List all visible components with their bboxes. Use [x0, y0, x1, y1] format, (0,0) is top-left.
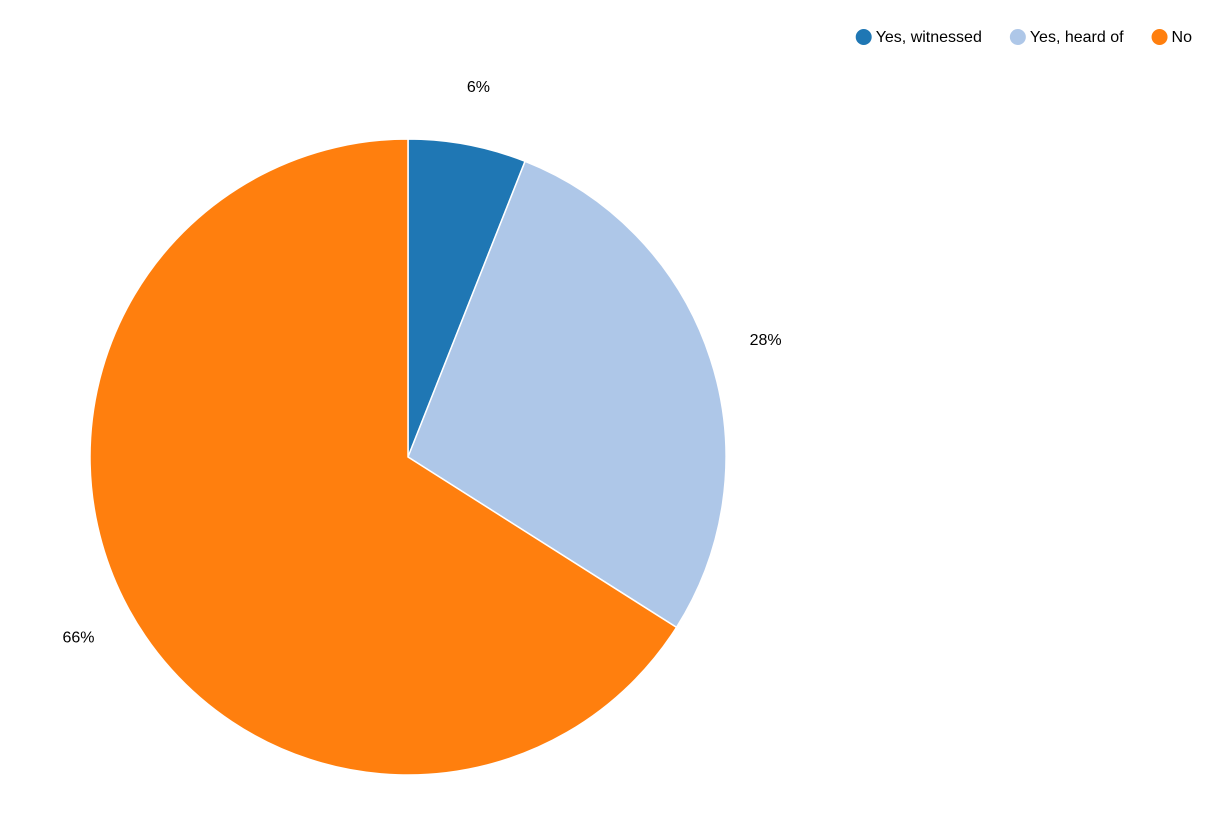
pie-slice [89, 138, 678, 776]
legend-label: No [1172, 29, 1193, 46]
pie-slice [407, 160, 727, 629]
legend-marker [1009, 29, 1026, 45]
legend-label: Yes, heard of [1030, 29, 1124, 46]
slice-label: 28% [750, 332, 782, 349]
slice-label: 66% [62, 629, 94, 646]
legend-marker [1151, 29, 1168, 45]
legend-marker [855, 29, 872, 45]
slice-label: 6% [467, 79, 490, 96]
legend-label: Yes, witnessed [876, 29, 982, 46]
pie-slice [407, 138, 527, 458]
